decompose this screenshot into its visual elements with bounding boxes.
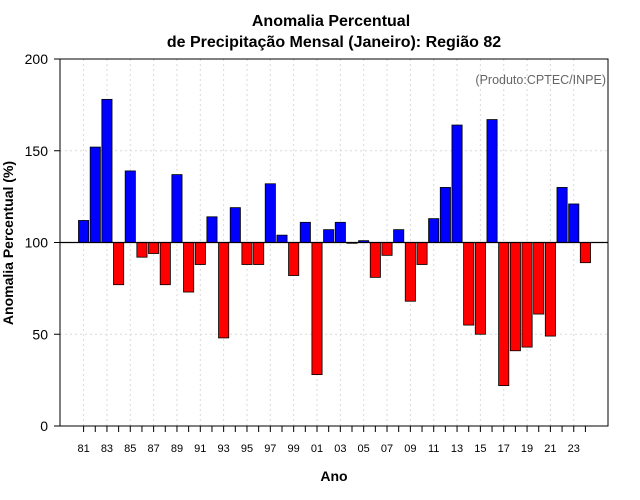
- bar-20: [533, 242, 545, 315]
- x-axis-label: Ano: [320, 468, 347, 484]
- bar-88: [159, 242, 171, 286]
- bar-82: [89, 146, 101, 243]
- x-tick-label: 07: [381, 443, 393, 455]
- bar-12: [439, 187, 451, 243]
- bar-10: [416, 242, 428, 265]
- x-tick-label: 15: [474, 443, 486, 455]
- chart-title-line1: Anomalia Percentual: [252, 13, 410, 30]
- x-tick-label: 99: [288, 443, 300, 455]
- bar-97: [264, 183, 276, 243]
- bar-90: [183, 242, 195, 293]
- bar-85: [124, 170, 136, 243]
- x-tick-label: 17: [498, 443, 510, 455]
- bar-06: [369, 242, 381, 278]
- x-tick-label: 89: [171, 443, 183, 455]
- bar-96: [253, 242, 265, 265]
- bar-83: [101, 98, 113, 243]
- x-tick-label: 85: [124, 443, 136, 455]
- bar-84: [113, 242, 125, 286]
- y-tick-label: 0: [40, 418, 48, 434]
- bar-18: [509, 242, 521, 352]
- bar-99: [288, 242, 300, 276]
- bar-01: [311, 242, 323, 376]
- bar-02: [323, 229, 335, 243]
- bar-03: [334, 221, 346, 243]
- bar-16: [486, 119, 498, 243]
- x-tick-label: 23: [568, 443, 580, 455]
- bar-91: [194, 242, 206, 265]
- bar-14: [463, 242, 475, 326]
- source-note: (Produto:CPTEC/INPE): [475, 73, 606, 87]
- bar-00: [299, 221, 311, 243]
- bar-15: [474, 242, 486, 335]
- bar-81: [78, 220, 90, 243]
- x-tick-label: 95: [241, 443, 253, 455]
- bar-24: [579, 242, 591, 264]
- bar-89: [171, 174, 183, 243]
- bar-95: [241, 242, 253, 265]
- x-tick-label: 19: [521, 443, 533, 455]
- y-tick-label: 50: [32, 326, 48, 342]
- x-tick-label: 93: [218, 443, 230, 455]
- x-tick-label: 11: [428, 443, 439, 455]
- y-tick-label: 100: [25, 235, 49, 251]
- bar-22: [556, 187, 568, 243]
- bar-92: [206, 216, 218, 243]
- bar-23: [568, 203, 580, 243]
- bar-19: [521, 242, 533, 348]
- x-tick-label: 21: [544, 443, 556, 455]
- x-tick-label: 83: [101, 443, 113, 455]
- x-tick-label: 09: [404, 443, 416, 455]
- x-tick-label: 81: [77, 443, 89, 455]
- bar-17: [498, 242, 510, 387]
- x-tick-label: 87: [147, 443, 159, 455]
- bar-13: [451, 124, 463, 243]
- x-tick-label: 91: [194, 443, 206, 455]
- bar-98: [276, 234, 288, 243]
- bar-11: [428, 218, 440, 243]
- bar-07: [381, 242, 393, 256]
- chart-title-line2: de Precipitação Mensal (Janeiro): Região…: [167, 34, 501, 51]
- x-tick-label: 01: [311, 443, 323, 455]
- bar-87: [148, 242, 160, 254]
- axes: 0 50 100 150 200 81 83 85 87 89 91 93 95 97 99 01 03 05 07…: [25, 51, 609, 455]
- bar-09: [404, 242, 416, 302]
- x-tick-label: 13: [451, 443, 463, 455]
- x-tick-label: 05: [358, 443, 370, 455]
- bar-94: [229, 207, 241, 243]
- y-axis-label: Anomalia Percentual (%): [0, 161, 16, 325]
- x-tick-label: 97: [264, 443, 276, 455]
- bar-21: [544, 242, 556, 337]
- bar-93: [218, 242, 230, 339]
- y-tick-label: 200: [25, 51, 49, 67]
- bar-08: [393, 229, 405, 243]
- x-tick-label: 03: [334, 443, 346, 455]
- y-tick-label: 150: [25, 143, 49, 159]
- bar-86: [136, 242, 148, 258]
